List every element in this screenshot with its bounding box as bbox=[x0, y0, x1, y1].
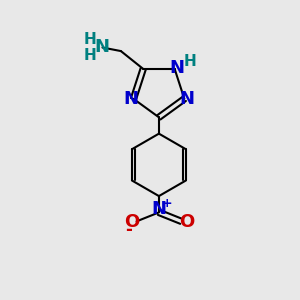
Text: N: N bbox=[124, 90, 139, 108]
Text: O: O bbox=[179, 213, 194, 231]
Text: H: H bbox=[84, 48, 96, 63]
Text: N: N bbox=[94, 38, 110, 56]
Text: O: O bbox=[124, 213, 139, 231]
Text: +: + bbox=[162, 197, 172, 210]
Text: N: N bbox=[152, 200, 166, 218]
Text: H: H bbox=[84, 32, 96, 47]
Text: N: N bbox=[169, 59, 184, 77]
Text: -: - bbox=[125, 221, 132, 239]
Text: N: N bbox=[179, 90, 194, 108]
Text: H: H bbox=[184, 54, 196, 69]
